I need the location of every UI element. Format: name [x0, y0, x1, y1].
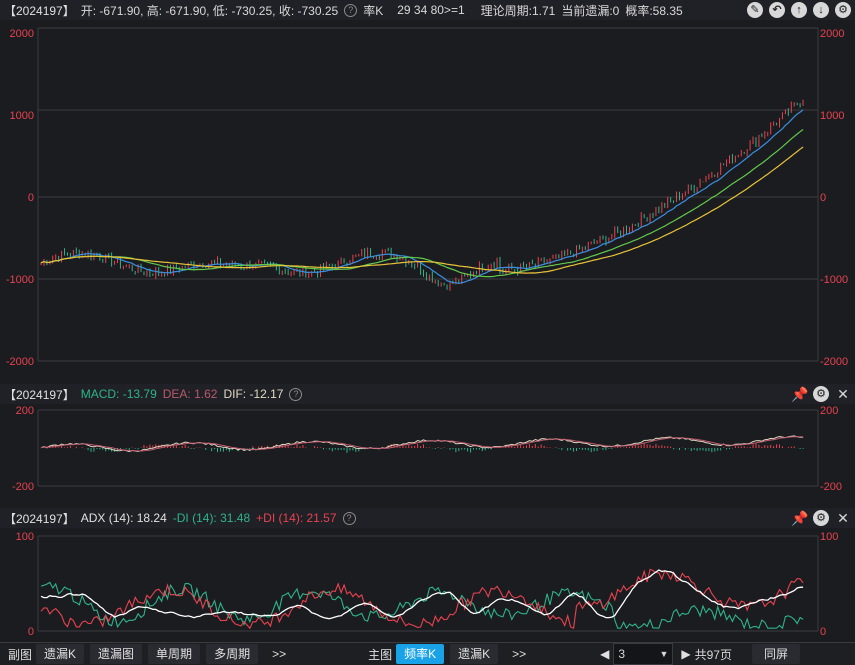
adx-line	[40, 569, 804, 620]
y-tick-label-right: 0	[820, 192, 826, 204]
edit-icon[interactable]: ✎	[747, 2, 763, 18]
ma-line-green	[40, 129, 804, 278]
y-tick-label-right: 2000	[820, 28, 844, 40]
main-chart-toolbar: ✎ ↶ ↑ ↓ ⚙	[747, 2, 851, 18]
stock-code: 【2024197】	[4, 3, 75, 18]
tab-miss-k[interactable]: 遗漏K	[36, 644, 85, 664]
back-icon[interactable]: ↶	[769, 2, 785, 18]
y-tick-label-right: 0	[820, 626, 826, 638]
sync-screen-button[interactable]: 同屏	[751, 644, 800, 664]
pin-icon[interactable]: 📌	[791, 386, 809, 402]
probability: 概率:58.35	[625, 3, 683, 18]
dea-value: DEA: 1.62	[162, 387, 218, 401]
chevron-down-icon: ▼	[659, 649, 669, 659]
y-tick-label: -1000	[6, 274, 34, 286]
y-tick-label: 0	[28, 192, 34, 204]
tab-miss-k-main[interactable]: 遗漏K	[450, 644, 499, 664]
minus-di-value: -DI (14): 31.48	[172, 511, 251, 525]
chart-kind: 率K	[363, 3, 384, 18]
plus-di-value: +DI (14): 21.57	[256, 511, 337, 525]
plus-di-line	[40, 568, 804, 630]
bottom-toolbar: 副图 遗漏K 遗漏图 单周期 多周期 >> 主图 频率K 遗漏K >> ◀ 3 …	[0, 642, 855, 665]
ma-line-blue	[40, 109, 804, 285]
close-icon[interactable]: ✕	[837, 510, 849, 526]
macd-header: 【2024197】 MACD: -13.79 DEA: 1.62 DIF: -1…	[0, 384, 855, 404]
y-tick-label-right: 1000	[820, 110, 844, 122]
ohlc-readout: 开: -671.90, 高: -671.90, 低: -730.25, 收: -…	[80, 3, 339, 18]
help-icon[interactable]: ?	[344, 3, 358, 17]
help-icon[interactable]: ?	[342, 511, 356, 525]
dif-value: DIF: -12.17	[223, 387, 284, 401]
ma-line-yellow	[40, 146, 804, 274]
mainchart-label: 主图	[368, 647, 393, 662]
y-tick-label-right: -1000	[820, 274, 848, 286]
main-chart-panel: 【2024197】 开: -671.90, 高: -671.90, 低: -73…	[0, 0, 855, 382]
dea-line	[40, 436, 804, 452]
adx-panel: 【2024197】 ADX (14): 18.24 -DI (14): 31.4…	[0, 508, 855, 642]
tab-frequency-k[interactable]: 频率K	[396, 644, 445, 664]
tab-miss-chart[interactable]: 遗漏图	[90, 644, 143, 664]
adx-toolbar: 📌 ⚙ ✕	[791, 510, 851, 526]
macd-panel: 【2024197】 MACD: -13.79 DEA: 1.62 DIF: -1…	[0, 384, 855, 506]
gear-icon[interactable]: ⚙	[835, 2, 851, 18]
page-select[interactable]: 3 ▼	[613, 643, 674, 665]
macd-chart[interactable]: 200 -200 200 -200	[0, 404, 855, 506]
pin-icon[interactable]: 📌	[791, 510, 809, 526]
next-page-icon[interactable]: ▶	[681, 647, 691, 661]
page-select-value: 3	[618, 647, 626, 661]
close-icon[interactable]: ✕	[837, 386, 849, 402]
y-tick-label: 0	[28, 626, 34, 638]
adx-stock-code: 【2024197】	[4, 511, 75, 526]
arrow-down-icon[interactable]: ↓	[813, 2, 829, 18]
macd-value: MACD: -13.79	[80, 387, 157, 401]
y-tick-label: 2000	[10, 28, 34, 40]
main-chart-header: 【2024197】 开: -671.90, 高: -671.90, 低: -73…	[0, 0, 855, 20]
adx-header: 【2024197】 ADX (14): 18.24 -DI (14): 31.4…	[0, 508, 855, 528]
candlesticks	[40, 99, 804, 291]
help-icon[interactable]: ?	[289, 387, 303, 401]
tab-multi-cycle[interactable]: 多周期	[206, 644, 259, 664]
subchart-label: 副图	[8, 647, 33, 662]
macd-toolbar: 📌 ⚙ ✕	[791, 386, 851, 402]
y-tick-label: -2000	[6, 356, 34, 368]
y-tick-label-right: 100	[820, 531, 838, 543]
y-tick-label-right: -2000	[820, 356, 848, 368]
macd-stock-code: 【2024197】	[4, 387, 75, 402]
prev-page-icon[interactable]: ◀	[600, 647, 610, 661]
theory-cycle: 理论周期:1.71	[480, 3, 556, 18]
page-total: 共97页	[694, 647, 732, 662]
gear-icon[interactable]: ⚙	[813, 510, 829, 526]
main-chart[interactable]: 2000 1000 0 -1000 -2000 2000 1000 0 -100…	[0, 20, 855, 382]
y-tick-label: -200	[12, 481, 34, 493]
macd-histogram	[43, 442, 804, 453]
chart-params: 29 34 80>=1	[397, 3, 465, 17]
more-tabs-mid[interactable]: >>	[512, 647, 527, 661]
tab-single-cycle[interactable]: 单周期	[148, 644, 201, 664]
gear-icon[interactable]: ⚙	[813, 386, 829, 402]
arrow-up-icon[interactable]: ↑	[791, 2, 807, 18]
more-tabs-left[interactable]: >>	[272, 647, 287, 661]
y-tick-label: 200	[16, 405, 34, 417]
y-tick-label-right: -200	[820, 481, 842, 493]
y-tick-label: 100	[16, 531, 34, 543]
adx-chart[interactable]: 100 0 100 0	[0, 528, 855, 642]
y-tick-label: 1000	[10, 110, 34, 122]
adx-value: ADX (14): 18.24	[80, 511, 167, 525]
y-tick-label-right: 200	[820, 405, 838, 417]
current-miss: 当前遗漏:0	[561, 3, 620, 18]
